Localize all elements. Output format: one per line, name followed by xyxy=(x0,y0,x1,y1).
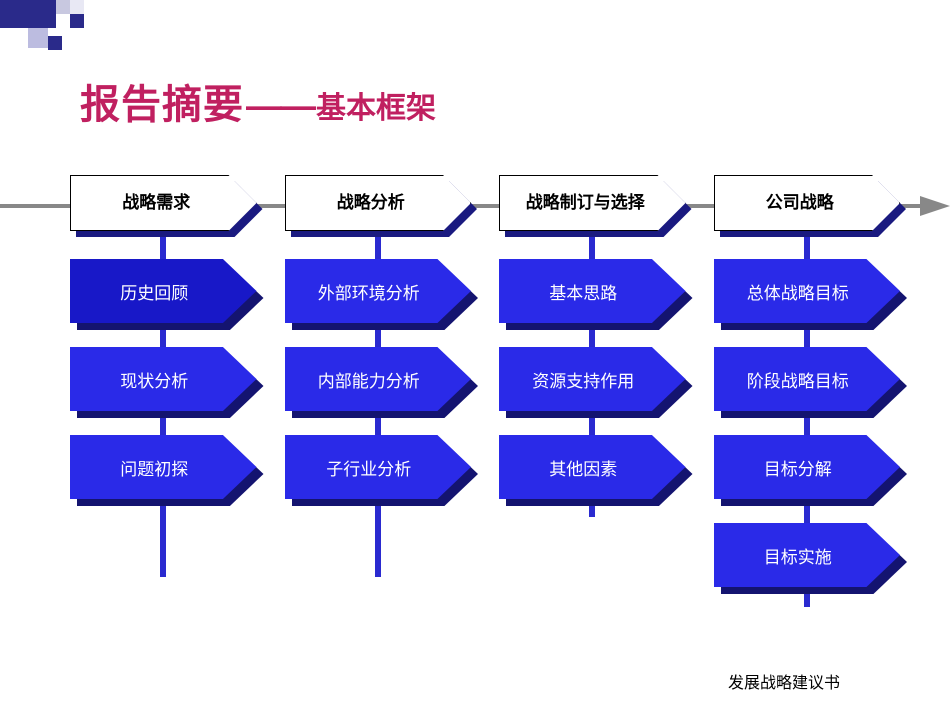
title-dash: —— xyxy=(246,85,314,126)
framework-item: 目标实施 xyxy=(714,523,901,587)
framework-item: 基本思路 xyxy=(499,259,686,323)
framework-item-label: 其他因素 xyxy=(499,435,686,499)
framework-item: 子行业分析 xyxy=(285,435,472,499)
slide-title: 报告摘要——基本框架 xyxy=(80,72,436,130)
framework-item-label: 总体战略目标 xyxy=(714,259,901,323)
framework-item-label: 子行业分析 xyxy=(285,435,472,499)
title-main: 报告摘要 xyxy=(80,83,244,127)
framework-item-label: 外部环境分析 xyxy=(285,259,472,323)
column-header-label: 战略分析 xyxy=(285,175,472,231)
framework-item: 目标分解 xyxy=(714,435,901,499)
framework-item-label: 目标实施 xyxy=(714,523,901,587)
framework-item-label: 内部能力分析 xyxy=(285,347,472,411)
framework-item-label: 基本思路 xyxy=(499,259,686,323)
framework-item-label: 历史回顾 xyxy=(70,259,257,323)
column-2: 战略制订与选择基本思路资源支持作用其他因素 xyxy=(499,175,686,611)
column-header: 战略分析 xyxy=(285,175,472,231)
framework-item: 内部能力分析 xyxy=(285,347,472,411)
column-header-label: 战略制订与选择 xyxy=(499,175,686,231)
framework-item-label: 问题初探 xyxy=(70,435,257,499)
framework-item: 其他因素 xyxy=(499,435,686,499)
framework-item-label: 资源支持作用 xyxy=(499,347,686,411)
framework-item: 总体战略目标 xyxy=(714,259,901,323)
framework-item: 现状分析 xyxy=(70,347,257,411)
framework-item: 阶段战略目标 xyxy=(714,347,901,411)
framework-item-label: 现状分析 xyxy=(70,347,257,411)
framework-item-label: 目标分解 xyxy=(714,435,901,499)
corner-decoration xyxy=(0,0,200,60)
column-3: 公司战略总体战略目标阶段战略目标目标分解目标实施 xyxy=(714,175,901,611)
framework-item: 资源支持作用 xyxy=(499,347,686,411)
column-header: 公司战略 xyxy=(714,175,901,231)
column-header: 战略需求 xyxy=(70,175,257,231)
footer-text: 发展战略建议书 xyxy=(728,669,840,693)
column-0: 战略需求历史回顾现状分析问题初探 xyxy=(70,175,257,611)
column-header: 战略制订与选择 xyxy=(499,175,686,231)
framework-item: 问题初探 xyxy=(70,435,257,499)
column-header-label: 公司战略 xyxy=(714,175,901,231)
framework-columns: 战略需求历史回顾现状分析问题初探战略分析外部环境分析内部能力分析子行业分析战略制… xyxy=(70,175,900,611)
framework-item: 外部环境分析 xyxy=(285,259,472,323)
column-1: 战略分析外部环境分析内部能力分析子行业分析 xyxy=(285,175,472,611)
framework-item: 历史回顾 xyxy=(70,259,257,323)
column-header-label: 战略需求 xyxy=(70,175,257,231)
framework-item-label: 阶段战略目标 xyxy=(714,347,901,411)
title-sub: 基本框架 xyxy=(316,92,436,125)
